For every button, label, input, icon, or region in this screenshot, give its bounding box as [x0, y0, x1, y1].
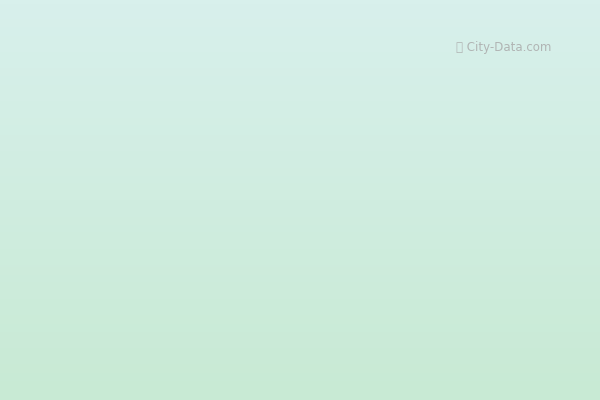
Wedge shape: [344, 85, 372, 216]
Wedge shape: [279, 108, 372, 216]
Text: Burglaries (9.6%): Burglaries (9.6%): [66, 226, 271, 278]
Text: Assaults (8.5%): Assaults (8.5%): [88, 157, 284, 170]
Title: Crimes by type - 2016: Crimes by type - 2016: [234, 16, 510, 36]
Text: ⓘ City-Data.com: ⓘ City-Data.com: [456, 42, 551, 54]
Text: Thefts (68.5%): Thefts (68.5%): [457, 271, 600, 304]
Wedge shape: [251, 216, 372, 267]
Wedge shape: [241, 188, 372, 266]
Text: Murders (0.1%): Murders (0.1%): [79, 255, 278, 317]
Text: Arson (0.6%): Arson (0.6%): [109, 194, 274, 209]
Text: Robberies (6.1%): Robberies (6.1%): [113, 98, 331, 125]
Wedge shape: [251, 85, 503, 347]
Wedge shape: [298, 88, 372, 216]
Text: Rapes (3.4%): Rapes (3.4%): [334, 48, 423, 116]
Text: Auto thefts (3.0%): Auto thefts (3.0%): [79, 124, 307, 140]
Wedge shape: [244, 184, 372, 216]
Wedge shape: [245, 123, 372, 216]
